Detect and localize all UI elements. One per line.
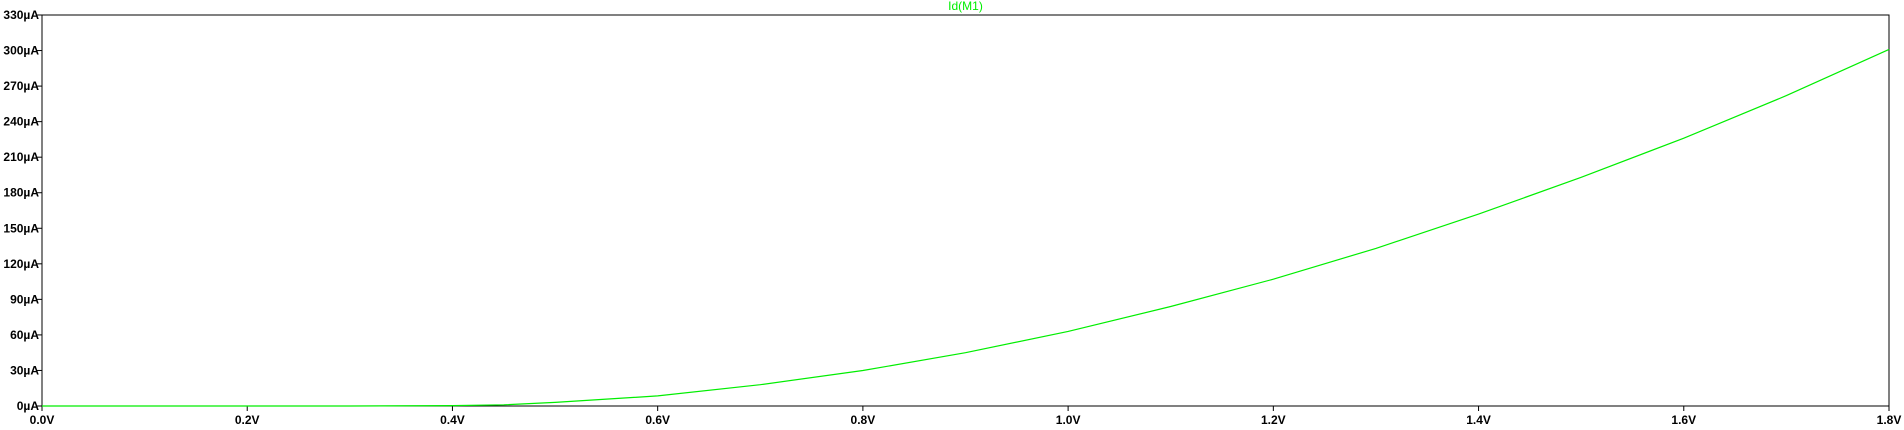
y-tick-label: 120µA [3, 257, 39, 271]
x-tick-label: 1.8V [1877, 413, 1902, 427]
y-tick-label: 330µA [3, 8, 39, 22]
x-tick-label: 0.8V [851, 413, 876, 427]
y-tick-label: 30µA [10, 363, 39, 377]
y-tick-label: 210µA [3, 150, 39, 164]
plot-traces [42, 48, 1890, 407]
x-axis: 0.0V 0.2V 0.4V 0.6V 0.8V 1.0V 1.2V 1.4V 1.6V 1.8V [30, 406, 1902, 427]
x-tick-label: 1.6V [1671, 413, 1696, 427]
x-tick-label: 0.6V [645, 413, 670, 427]
y-tick-label: 0µA [17, 399, 40, 413]
x-tick-label: 0.2V [235, 413, 260, 427]
y-tick-label: 90µA [10, 292, 39, 306]
x-tick-label: 1.4V [1466, 413, 1491, 427]
trace-label-id-m1[interactable]: Id(M1) [948, 0, 983, 13]
y-tick-label: 150µA [3, 221, 39, 235]
series-line-id-m1 [42, 48, 1890, 407]
y-tick-label: 300µA [3, 44, 39, 58]
plot-frame [41, 14, 1890, 407]
x-tick-label: 1.2V [1261, 413, 1286, 427]
y-tick-label: 60µA [10, 328, 39, 342]
y-axis: 0µA 30µA 60µA 90µA 120µA 150µA 180µA 210µA 240µA… [3, 8, 42, 413]
y-tick-label: 270µA [3, 79, 39, 93]
x-tick-label: 0.0V [30, 413, 55, 427]
y-tick-label: 180µA [3, 186, 39, 200]
y-tick-label: 240µA [3, 115, 39, 129]
x-tick-label: 1.0V [1056, 413, 1081, 427]
x-tick-label: 0.4V [440, 413, 465, 427]
